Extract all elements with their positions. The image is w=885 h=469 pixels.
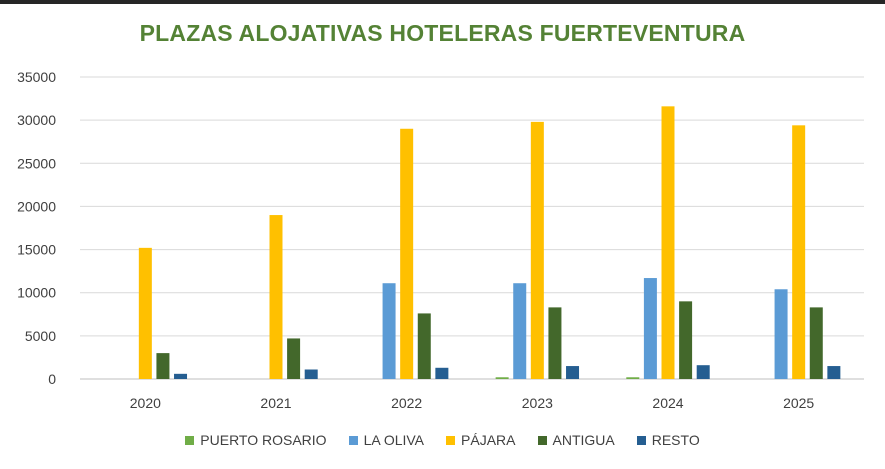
bar-p-jara	[530, 121, 544, 380]
bar-resto	[174, 373, 188, 379]
legend-item: RESTO	[636, 432, 700, 448]
legend-item: PÁJARA	[446, 432, 516, 448]
legend-label: LA OLIVA	[363, 432, 425, 448]
bar-la-oliva	[643, 278, 657, 379]
x-tick-label: 2021	[260, 395, 291, 411]
bar-p-jara	[138, 247, 152, 379]
legend-label: PÁJARA	[461, 432, 516, 448]
bar-antigua	[548, 307, 562, 379]
bar-antigua	[287, 338, 301, 379]
legend-label: RESTO	[651, 432, 700, 448]
bar-p-jara	[792, 125, 806, 379]
bar-resto	[696, 365, 710, 379]
bar-antigua	[679, 301, 693, 379]
y-tick-label: 25000	[17, 155, 56, 171]
y-tick-label: 30000	[17, 112, 56, 128]
bar-resto	[304, 369, 318, 379]
x-tick-label: 2025	[783, 395, 814, 411]
y-tick-label: 20000	[17, 198, 56, 214]
y-tick-label: 0	[48, 371, 56, 387]
legend-item: ANTIGUA	[537, 432, 615, 448]
bar-antigua	[417, 313, 431, 379]
legend-label: ANTIGUA	[552, 432, 615, 448]
bar-puerto-rosario	[495, 377, 509, 379]
bar-puerto-rosario	[626, 377, 640, 379]
bar-resto	[827, 366, 841, 379]
x-tick-label: 2024	[652, 395, 683, 411]
chart-title: PLAZAS ALOJATIVAS HOTELERAS FUERTEVENTUR…	[139, 20, 746, 46]
bar-resto	[566, 366, 580, 379]
chart-legend: PUERTO ROSARIO LA OLIVA PÁJARA ANTIGUA RESTO	[0, 432, 885, 448]
top-border	[0, 0, 885, 4]
legend-item: LA OLIVA	[348, 432, 425, 448]
bar-la-oliva	[774, 289, 788, 379]
legend-swatch	[537, 435, 547, 445]
bar-p-jara	[400, 128, 414, 379]
bar-la-oliva	[513, 283, 527, 379]
x-tick-label: 2020	[130, 395, 161, 411]
y-tick-label: 10000	[17, 285, 56, 301]
x-tick-label: 2022	[391, 395, 422, 411]
legend-swatch	[446, 435, 456, 445]
bar-p-jara	[661, 106, 675, 379]
bar-antigua	[156, 353, 170, 379]
bar-resto	[435, 367, 449, 379]
bar-p-jara	[269, 215, 283, 379]
legend-swatch	[348, 435, 358, 445]
x-tick-label: 2023	[522, 395, 553, 411]
bar-antigua	[809, 307, 823, 379]
legend-swatch	[636, 435, 646, 445]
y-tick-label: 5000	[25, 328, 56, 344]
y-tick-label: 35000	[17, 69, 56, 85]
legend-item: PUERTO ROSARIO	[185, 432, 327, 448]
y-tick-label: 15000	[17, 242, 56, 258]
legend-swatch	[185, 435, 195, 445]
legend-label: PUERTO ROSARIO	[200, 432, 327, 448]
bar-la-oliva	[382, 283, 396, 379]
